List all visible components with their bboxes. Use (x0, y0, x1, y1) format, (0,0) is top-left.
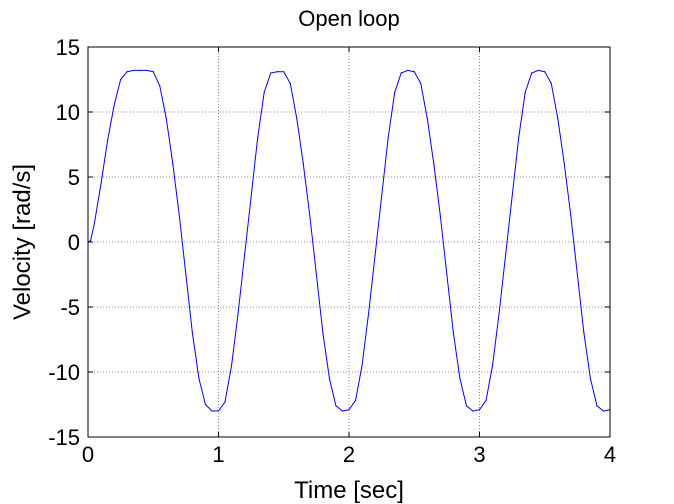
data-point (231, 365, 232, 366)
data-point (192, 332, 193, 333)
y-tick-label: 5 (68, 165, 80, 190)
data-point (492, 365, 493, 366)
data-point (433, 163, 434, 164)
data-point (414, 71, 415, 72)
data-point (153, 71, 154, 72)
x-axis-label: Time [sec] (294, 477, 404, 504)
data-point (146, 70, 147, 71)
data-point (198, 378, 199, 379)
data-point (270, 72, 271, 73)
data-point (557, 118, 558, 119)
data-point (120, 79, 121, 80)
data-point (577, 274, 578, 275)
data-point (322, 332, 323, 333)
y-tick-label: 0 (68, 230, 80, 255)
data-point (179, 215, 180, 216)
data-point (303, 163, 304, 164)
data-point (427, 118, 428, 119)
data-point (348, 409, 349, 410)
data-point (485, 400, 486, 401)
grid-layer (88, 47, 610, 437)
data-point (211, 410, 212, 411)
data-point (570, 215, 571, 216)
chart-title: Open loop (298, 6, 400, 31)
data-point (401, 72, 402, 73)
data-point (361, 365, 362, 366)
data-point (264, 92, 265, 93)
data-point (512, 196, 513, 197)
data-point (140, 70, 141, 71)
data-point (420, 83, 421, 84)
y-tick-label: -15 (48, 425, 80, 450)
data-point (453, 332, 454, 333)
data-point (407, 70, 408, 71)
data-point (564, 163, 565, 164)
data-point (100, 183, 101, 184)
data-point (544, 71, 545, 72)
data-point (218, 410, 219, 411)
data-point (277, 71, 278, 72)
y-tick-label: 10 (56, 100, 80, 125)
data-point (257, 137, 258, 138)
data-point (185, 274, 186, 275)
data-point (603, 410, 604, 411)
y-tick-label: -10 (48, 360, 80, 385)
data-point (381, 196, 382, 197)
data-point (505, 254, 506, 255)
data-point (440, 215, 441, 216)
y-axis-label: Velocity [rad/s] (9, 164, 36, 320)
data-point (296, 118, 297, 119)
data-point (166, 118, 167, 119)
data-point (309, 215, 310, 216)
data-point (94, 222, 95, 223)
data-point (90, 240, 91, 241)
data-point (133, 70, 134, 71)
data-point (107, 140, 108, 141)
data-point (498, 313, 499, 314)
data-point (335, 405, 336, 406)
data-point (251, 196, 252, 197)
x-tick-label: 2 (343, 442, 355, 467)
x-tick-label: 3 (473, 442, 485, 467)
data-point (316, 274, 317, 275)
data-point (459, 378, 460, 379)
y-tick-label: 15 (56, 35, 80, 60)
series-layer (87, 70, 610, 412)
data-point (355, 400, 356, 401)
data-point (172, 163, 173, 164)
data-point (479, 409, 480, 410)
data-point (472, 410, 473, 411)
data-point (114, 105, 115, 106)
data-point (342, 410, 343, 411)
data-point (283, 71, 284, 72)
data-point (446, 274, 447, 275)
data-point (368, 313, 369, 314)
data-point (590, 378, 591, 379)
data-point (596, 405, 597, 406)
data-point (290, 83, 291, 84)
data-point (159, 85, 160, 86)
data-point (394, 92, 395, 93)
data-point (388, 137, 389, 138)
tick-layer: 0 1 2 3 4 -15 -10 -5 0 5 10 15 (48, 35, 616, 467)
data-point (531, 72, 532, 73)
x-tick-label: 1 (212, 442, 224, 467)
data-point (466, 405, 467, 406)
data-point (551, 83, 552, 84)
data-point (525, 92, 526, 93)
data-point (127, 71, 128, 72)
data-point (205, 404, 206, 405)
data-point (583, 332, 584, 333)
x-tick-label: 4 (604, 442, 616, 467)
data-point (375, 254, 376, 255)
data-point (237, 313, 238, 314)
data-point (244, 254, 245, 255)
y-tick-label: -5 (60, 295, 80, 320)
data-point (224, 401, 225, 402)
data-point (538, 70, 539, 71)
x-tick-label: 0 (82, 442, 94, 467)
data-point (518, 137, 519, 138)
data-point (329, 378, 330, 379)
